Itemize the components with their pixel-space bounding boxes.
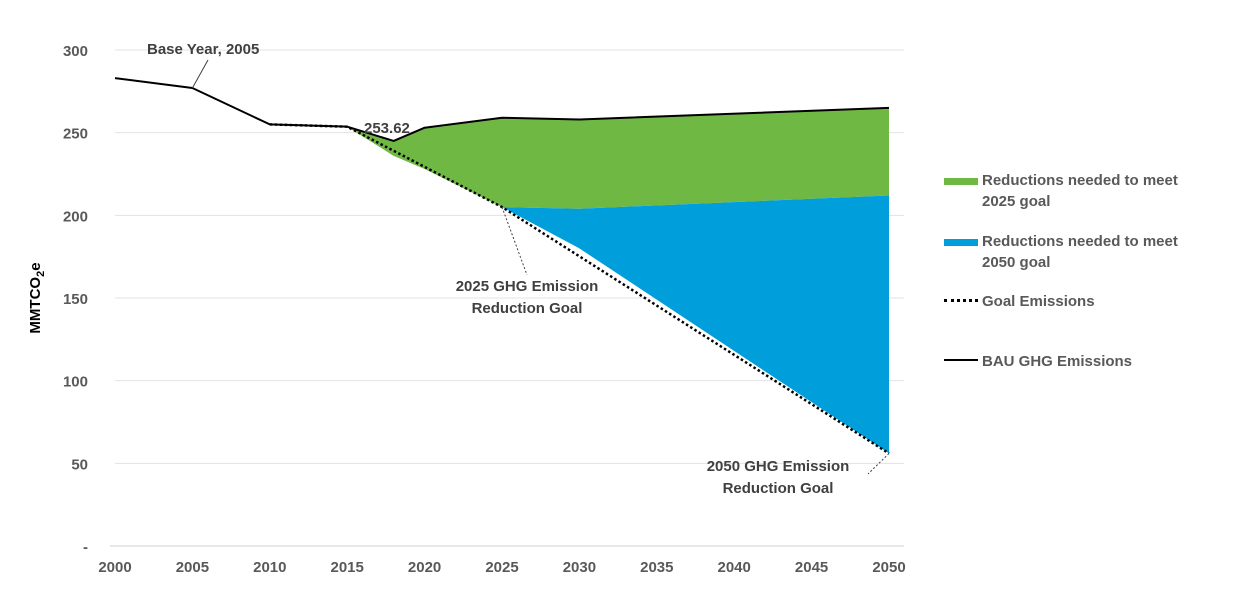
x-tick-label: 2050 <box>872 559 905 576</box>
x-tick-label: 2030 <box>563 559 596 576</box>
annotation-leader-line <box>501 206 528 276</box>
y-tick-label: 300 <box>63 43 88 60</box>
legend-label: BAU GHG Emissions <box>982 353 1133 370</box>
y-tick-label: 200 <box>63 208 88 225</box>
annotation-2025-goal: 2025 GHG Emission <box>456 278 599 295</box>
legend-label: Reductions needed to meet <box>982 172 1178 189</box>
area-reductions-needed-to-meet-2025-goal <box>347 107 889 209</box>
legend-swatch-blue <box>944 239 978 246</box>
x-tick-label: 2045 <box>795 559 828 576</box>
legend-label: Reductions needed to meet <box>982 233 1178 250</box>
bau-emissions-line <box>114 77 890 142</box>
area-reductions-needed-to-meet-2050-goal <box>502 195 889 454</box>
legend-label: 2050 goal <box>982 254 1051 271</box>
legend-item-2025-goal: Reductions needed to meet 2025 goal <box>944 170 1232 212</box>
y-axis-label: MMTCO2e <box>27 262 47 333</box>
x-tick-label: 2010 <box>253 559 286 576</box>
y-tick-label: 100 <box>63 374 88 391</box>
x-tick-label: 2000 <box>98 559 131 576</box>
annotation-leader-line <box>867 453 890 475</box>
x-tick-label: 2015 <box>331 559 364 576</box>
annotation-2025-goal: Reduction Goal <box>472 300 583 317</box>
annotation-2050-goal: Reduction Goal <box>723 480 834 497</box>
legend-label: Goal Emissions <box>982 293 1095 310</box>
y-tick-label: 50 <box>71 456 88 473</box>
data-label-2015: 253.62 <box>364 120 410 137</box>
legend-item-2050-goal: Reductions needed to meet 2050 goal <box>944 231 1232 273</box>
x-tick-label: 2020 <box>408 559 441 576</box>
x-tick-label: 2025 <box>485 559 518 576</box>
legend-swatch-solid-line <box>944 359 978 361</box>
x-tick-label: 2005 <box>176 559 209 576</box>
legend-label: 2025 goal <box>982 193 1051 210</box>
legend-swatch-green <box>944 178 978 185</box>
annotation-base-year: Base Year, 2005 <box>147 41 259 58</box>
legend-swatch-dotted-line <box>944 299 978 302</box>
goal-emissions-line <box>269 123 890 455</box>
x-tick-label: 2040 <box>718 559 751 576</box>
y-tick-label: - <box>83 539 88 556</box>
x-tick-label: 2035 <box>640 559 673 576</box>
y-tick-label: 150 <box>63 291 88 308</box>
legend-item-bau-emissions: BAU GHG Emissions <box>944 351 1232 372</box>
annotation-leader-line <box>191 59 209 89</box>
y-tick-label: 250 <box>63 126 88 143</box>
legend-item-goal-emissions: Goal Emissions <box>944 291 1232 312</box>
annotation-2050-goal: 2050 GHG Emission <box>707 458 850 475</box>
